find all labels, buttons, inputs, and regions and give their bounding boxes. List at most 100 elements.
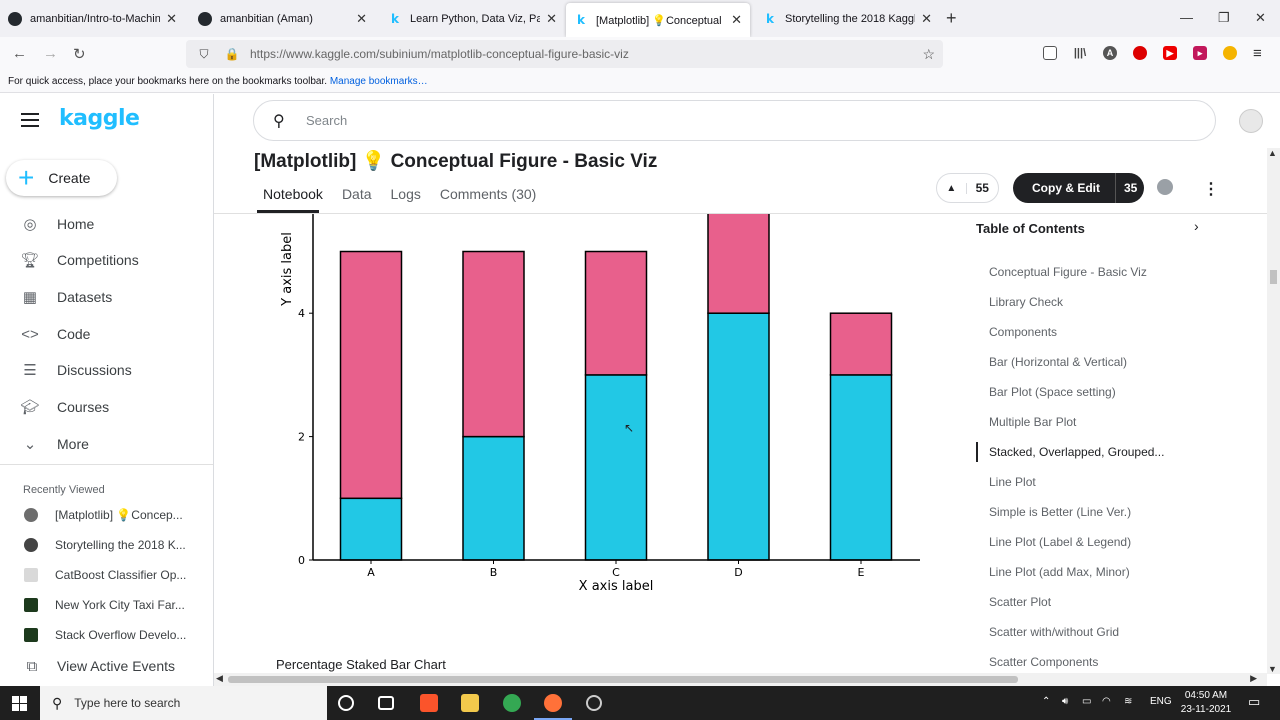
toc-item[interactable]: Simple is Better (Line Ver.) [989, 505, 1132, 519]
brave-icon[interactable] [420, 694, 438, 712]
chevron-right-icon[interactable]: › [1194, 218, 1199, 234]
browser-tab[interactable]: k Storytelling the 2018 Kaggle Su ✕ [755, 0, 940, 37]
manage-bookmarks-link[interactable]: Manage bookmarks… [329, 76, 428, 87]
tab-data[interactable]: Data [341, 186, 372, 202]
notification-icon[interactable]: ▭ [1248, 694, 1261, 709]
upvote-button[interactable]: ▲ 55 [936, 173, 999, 203]
reload-icon[interactable]: ↻ [73, 46, 86, 63]
extension-icon[interactable]: ▸ [1193, 46, 1207, 60]
firefox-icon[interactable] [544, 694, 562, 712]
windows-start-icon[interactable] [12, 696, 27, 711]
volume-icon[interactable]: 🔊︎ [1062, 696, 1069, 707]
comments-icon: ☰ [23, 362, 37, 379]
library-icon[interactable]: |||\ [1073, 47, 1087, 59]
menu-icon[interactable]: ≡ [1253, 45, 1262, 62]
browser-tab-active[interactable]: k [Matplotlib] 💡Conceptual Figu ✕ [566, 3, 750, 37]
toc-item[interactable]: Line Plot (Label & Legend) [989, 535, 1132, 549]
more-vert-icon[interactable]: ⋮ [1203, 181, 1219, 198]
create-button[interactable]: + Create [6, 160, 117, 196]
toc-item[interactable]: Scatter Plot [989, 595, 1052, 609]
close-icon[interactable]: ✕ [546, 10, 557, 26]
close-icon[interactable]: ✕ [166, 10, 177, 26]
scroll-left-icon[interactable]: ◀ [216, 673, 223, 683]
recent-item[interactable]: CatBoost Classifier Op... [24, 566, 186, 584]
bar-B-series-2 [462, 250, 525, 438]
search-bar[interactable]: ⚲ Search [253, 100, 1216, 141]
taskbar-clock[interactable]: 04:50 AM 23-11-2021 [1176, 689, 1236, 717]
sidebar-item-code[interactable]: <> Code [20, 322, 90, 346]
tray-chevron-icon[interactable]: ⌃ [1042, 696, 1051, 707]
browser-tab[interactable]: k Learn Python, Data Viz, Pandas & ✕ [380, 0, 565, 37]
hamburger-menu-icon[interactable] [21, 113, 39, 131]
view-active-events-link[interactable]: ⧉ View Active Events [22, 654, 175, 678]
sidebar-item-label: Courses [57, 399, 110, 415]
app-icon[interactable] [586, 695, 602, 711]
toc-item[interactable]: Scatter Components [989, 655, 1099, 669]
youtube-icon[interactable]: ▶ [1163, 46, 1177, 60]
sun-icon[interactable] [1223, 46, 1237, 60]
kernel-status-icon[interactable] [1157, 179, 1173, 195]
back-icon[interactable]: ← [12, 45, 27, 62]
vertical-scrollbar[interactable]: ▲ ▼ [1267, 148, 1280, 674]
github-icon [8, 11, 22, 26]
user-avatar[interactable] [1239, 109, 1263, 133]
forward-icon[interactable]: → [43, 45, 58, 62]
bar-A-series-1 [339, 497, 403, 561]
toc-item-active[interactable]: Stacked, Overlapped, Grouped... [989, 445, 1165, 459]
sidebar-item-home[interactable]: ◎ Home [20, 212, 94, 236]
chrome-icon[interactable] [503, 694, 521, 712]
close-icon[interactable]: ✕ [921, 10, 932, 26]
network-icon[interactable]: ◠ [1102, 696, 1111, 707]
pocket-icon[interactable] [1043, 46, 1057, 60]
toc-item[interactable]: Conceptual Figure - Basic Viz [989, 265, 1147, 279]
file-explorer-icon[interactable] [461, 694, 479, 712]
sidebar-item-discussions[interactable]: ☰ Discussions [20, 358, 131, 382]
new-tab-icon[interactable]: + [946, 8, 957, 28]
scrollbar-thumb[interactable] [1270, 270, 1277, 284]
toc-item[interactable]: Library Check [989, 295, 1064, 309]
taskbar-search[interactable]: ⚲ Type here to search [40, 686, 327, 720]
browser-tab[interactable]: amanbitian/Intro-to-Machine-Le ✕ [0, 0, 185, 37]
url-bar[interactable]: ⛉ 🔒 https://www.kaggle.com/subinium/matp… [186, 40, 943, 68]
recent-item-label: [Matplotlib] 💡Concep... [55, 508, 183, 522]
toc-item[interactable]: Multiple Bar Plot [989, 415, 1077, 429]
wifi-icon[interactable]: ≋ [1124, 696, 1133, 707]
recent-item[interactable]: Storytelling the 2018 K... [24, 536, 186, 554]
close-icon[interactable]: ✕ [731, 12, 742, 27]
sidebar-item-more[interactable]: ⌄ More [20, 432, 89, 456]
cortana-icon[interactable] [338, 695, 354, 711]
kaggle-logo[interactable]: kaggle [59, 106, 140, 131]
tab-notebook[interactable]: Notebook [263, 186, 323, 202]
account-icon[interactable]: A [1103, 46, 1117, 60]
toc-item[interactable]: Bar Plot (Space setting) [989, 385, 1116, 399]
scrollbar-thumb[interactable] [228, 676, 1018, 683]
scroll-up-icon[interactable]: ▲ [1268, 148, 1277, 158]
recent-item[interactable]: New York City Taxi Far... [24, 596, 185, 614]
task-view-icon[interactable] [378, 696, 394, 710]
minimize-icon[interactable]: — [1180, 10, 1193, 25]
scroll-down-icon[interactable]: ▼ [1268, 664, 1277, 674]
scroll-right-icon[interactable]: ▶ [1250, 673, 1257, 683]
toc-item[interactable]: Scatter with/without Grid [989, 625, 1120, 639]
horizontal-scrollbar[interactable]: ◀ ▶ [214, 673, 1267, 686]
toc-item[interactable]: Line Plot (add Max, Minor) [989, 565, 1130, 579]
close-icon[interactable]: ✕ [356, 10, 367, 26]
extension-icon[interactable] [1133, 46, 1147, 60]
battery-icon[interactable]: ▭ [1082, 696, 1092, 707]
toc-item[interactable]: Components [989, 325, 1058, 339]
language-indicator[interactable]: ENG [1150, 696, 1172, 707]
toc-item[interactable]: Bar (Horizontal & Vertical) [989, 355, 1128, 369]
toc-item[interactable]: Line Plot [989, 475, 1036, 489]
sidebar-item-courses[interactable]: 🎓︎ Courses [20, 395, 109, 419]
recent-item[interactable]: [Matplotlib] 💡Concep... [24, 506, 183, 524]
sidebar-item-datasets[interactable]: ▦ Datasets [20, 285, 112, 309]
recent-item[interactable]: Stack Overflow Develo... [24, 626, 186, 644]
window-close-icon[interactable]: ✕ [1255, 10, 1266, 25]
browser-tab[interactable]: amanbitian (Aman) ✕ [190, 0, 375, 37]
restore-icon[interactable]: ❐ [1218, 10, 1230, 25]
tab-logs[interactable]: Logs [390, 186, 421, 202]
tab-comments[interactable]: Comments (30) [439, 186, 537, 202]
copy-edit-button[interactable]: Copy & Edit 35 [1013, 173, 1144, 203]
bookmark-star-icon[interactable]: ☆ [922, 45, 935, 62]
sidebar-item-competitions[interactable]: 🏆︎ Competitions [20, 248, 138, 272]
